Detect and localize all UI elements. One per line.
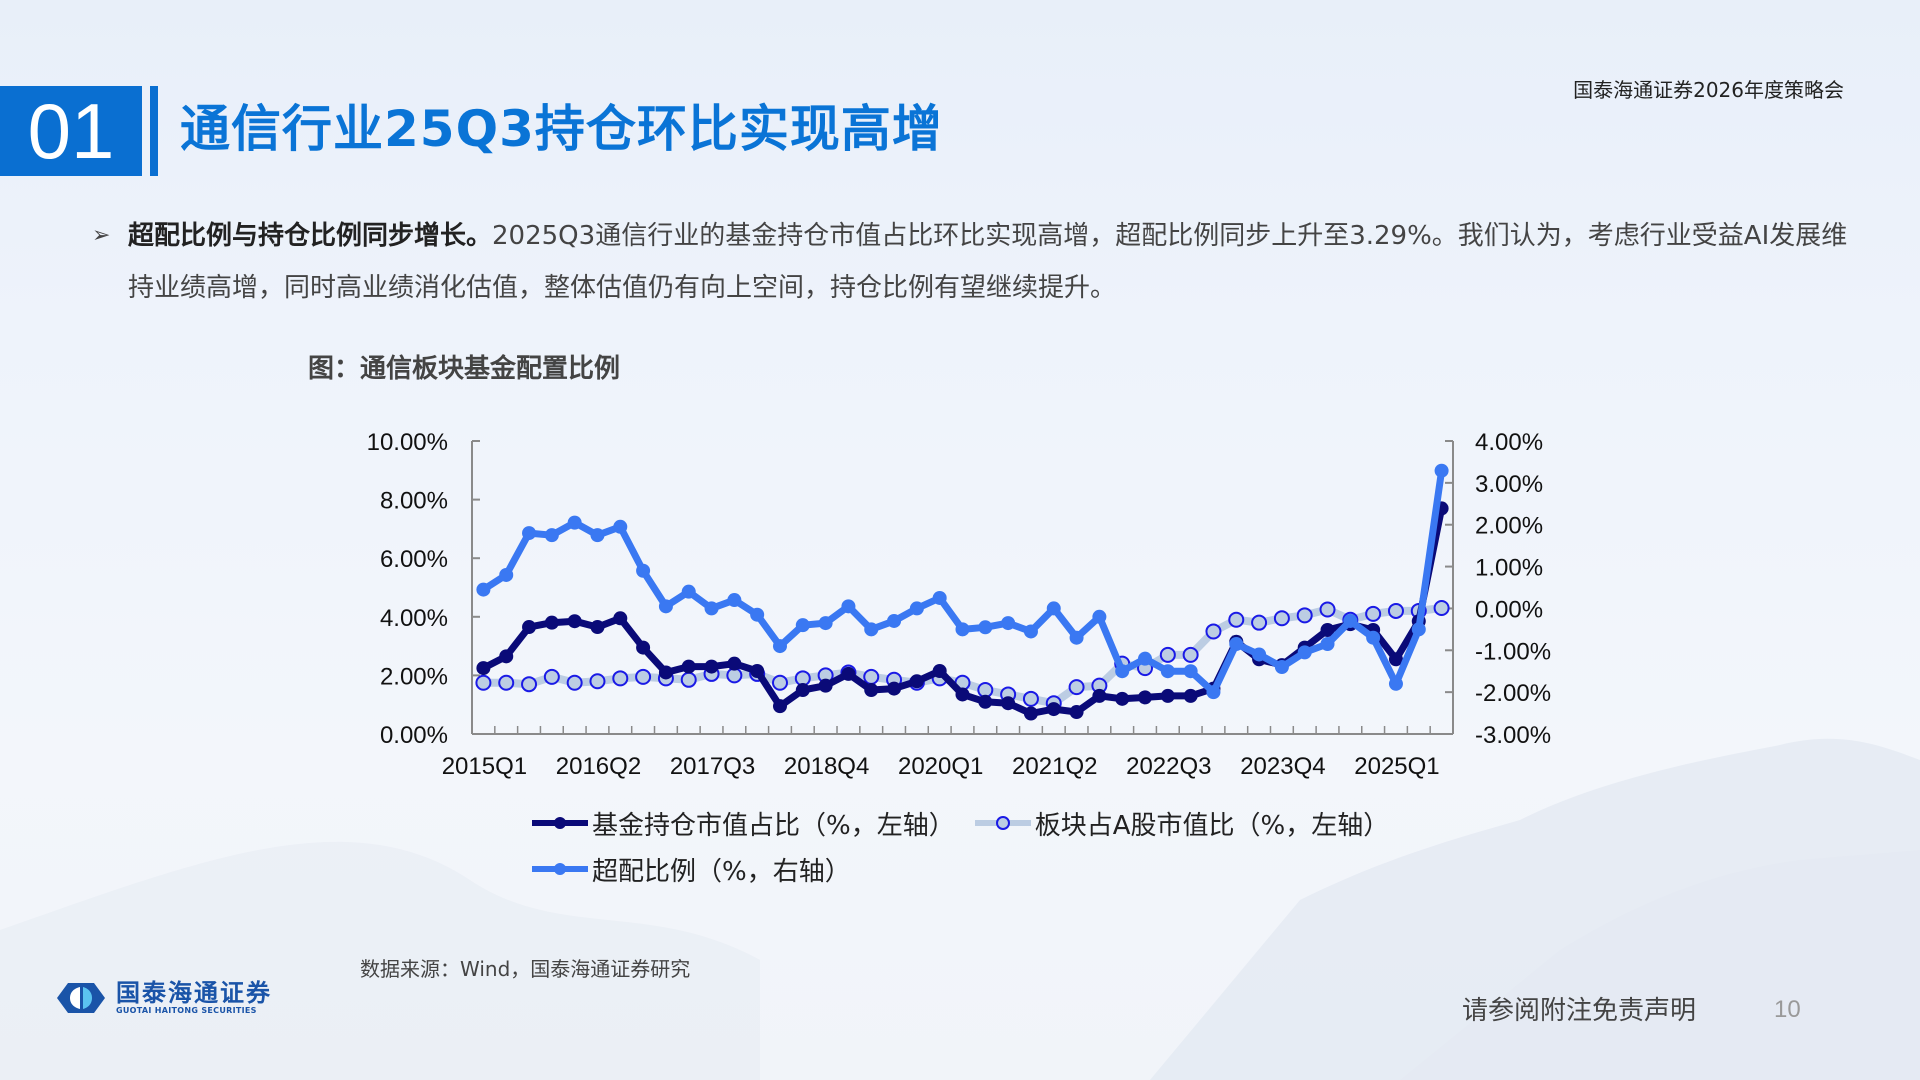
x-tick-label: 2015Q1 [442,753,527,780]
summary-lead: 超配比例与持仓比例同步增长。 [128,221,493,251]
legend-marker-overweight-icon [532,863,588,875]
x-tick-label: 2018Q4 [784,753,869,780]
chart-legend: 基金持仓市值占比（%，左轴） 板块占A股市值比（%，左轴） 超配比例（%，右轴） [530,800,1407,892]
summary-text: 超配比例与持仓比例同步增长。2025Q3通信行业的基金持仓市值占比环比实现高增，… [92,210,1852,314]
x-tick-label: 2025Q1 [1354,753,1439,780]
legend-label: 板块占A股市值比（%，左轴） [1034,810,1390,841]
event-name: 国泰海通证券2026年度策略会 [1573,78,1844,102]
logo-name-cn: 国泰海通证券 [116,979,272,1007]
logo-mark-icon [57,982,105,1013]
right-tick-label: 2.00% [1475,513,1543,540]
logo-name-en: GUOTAI HAITONG SECURITIES [116,1006,257,1015]
company-logo: 国泰海通证券 GUOTAI HAITONG SECURITIES [56,980,272,1015]
x-tick-label: 2023Q4 [1240,753,1325,780]
summary-body: 2025Q3通信行业的基金持仓市值占比环比实现高增，超配比例同步上升至3.29%… [128,221,1848,303]
right-tick-label: 0.00% [1475,596,1543,623]
legend-marker-fund-holding-icon [532,817,588,829]
x-tick-label: 2021Q2 [1012,753,1097,780]
right-tick-label: -1.00% [1475,638,1551,665]
data-source: 数据来源：Wind，国泰海通证券研究 [360,957,691,981]
legend-item-fund-holding: 基金持仓市值占比（%，左轴） [530,805,955,842]
x-tick-label: 2020Q1 [898,753,983,780]
summary-bullet: ➢ 超配比例与持仓比例同步增长。2025Q3通信行业的基金持仓市值占比环比实现高… [92,210,1852,314]
left-tick-label: 4.00% [380,605,448,632]
header-accent-bar [150,86,158,176]
right-tick-label: -3.00% [1475,722,1551,749]
left-tick-label: 2.00% [380,663,448,690]
legend-label: 基金持仓市值占比（%，左轴） [592,810,955,841]
x-tick-label: 2016Q2 [556,753,641,780]
right-tick-label: 1.00% [1475,555,1543,582]
right-tick-label: 4.00% [1475,429,1543,456]
chart-title: 图：通信板块基金配置比例 [308,354,621,384]
left-tick-label: 0.00% [380,722,448,749]
right-tick-label: -2.00% [1475,680,1551,707]
legend-item-sector-share: 板块占A股市值比（%，左轴） [973,805,1390,842]
x-tick-label: 2017Q3 [670,753,755,780]
series-overweight-line [479,467,1446,696]
right-tick-label: 3.00% [1475,471,1543,498]
arrow-bullet-icon: ➢ [92,223,111,248]
section-number: 01 [27,87,115,175]
left-tick-label: 10.00% [367,429,448,456]
page-title: 通信行业25Q3持仓环比实现高增 [180,100,943,158]
chart-series [475,463,1450,721]
section-number-badge [0,86,142,176]
legend-item-overweight: 超配比例（%，右轴） [530,851,851,888]
disclaimer-link[interactable]: 请参阅附注免责声明 [1462,996,1697,1026]
x-tick-label: 2022Q3 [1126,753,1211,780]
chart-axes: 0.00% 2.00% 4.00% 6.00% 8.00% 10.00% -3.00% -2.… [367,429,1551,780]
left-tick-label: 8.00% [380,488,448,515]
legend-label: 超配比例（%，右轴） [592,856,851,887]
left-tick-label: 6.00% [380,546,448,573]
legend-marker-sector-share-icon [974,816,1031,830]
page-number: 10 [1774,996,1801,1023]
